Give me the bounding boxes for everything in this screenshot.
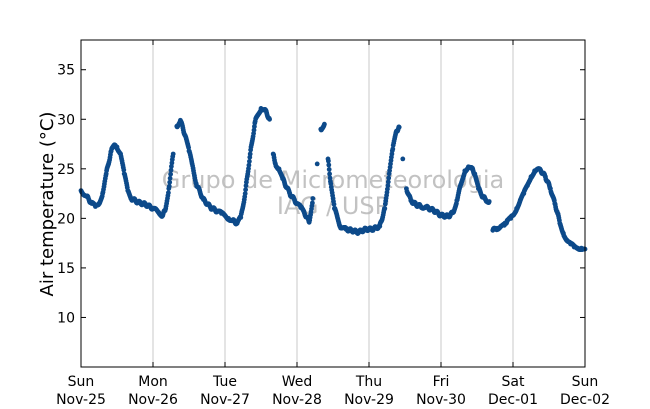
y-tick-label: 15 [57,261,75,277]
data-point [247,151,253,157]
x-tick-label-date: Nov-27 [200,392,250,408]
data-point [382,206,388,211]
data-point [314,161,320,167]
x-tick-label-day: Wed [282,374,313,390]
x-tick-label-day: Mon [138,374,168,390]
x-tick-label-date: Nov-26 [128,392,178,408]
data-point [396,124,402,130]
y-axis-label: Air temperature (°C) [37,112,58,297]
data-point [326,162,332,168]
data-point [400,156,406,162]
data-point [486,199,492,204]
plot-frame [80,39,586,368]
data-point [238,215,244,220]
data-point [252,124,257,129]
data-point [385,186,390,192]
x-tick-label-day: Sun [68,374,95,390]
y-tick-label: 20 [57,211,75,227]
data-point [326,158,331,164]
x-tick-label-day: Tue [212,374,237,390]
data-point [168,167,174,173]
data-point [310,200,315,206]
x-tick-label-day: Sun [572,374,599,390]
data-point [385,179,391,185]
data-point [310,196,316,201]
x-tick-label-date: Dec-01 [488,392,538,408]
x-axis: Sun Nov-25 Mon Nov-26 Tue Nov-27 Wed Nov-28 Thu N… [56,40,610,408]
data-point [242,191,248,197]
data-point [246,162,252,168]
x-tick-label-date: Dec-02 [560,392,610,408]
data-point [166,183,172,189]
data-point [168,171,174,177]
data-point [167,175,173,181]
x-tick-label-date: Nov-25 [56,392,106,408]
data-point [267,116,272,122]
x-tick-label-date: Nov-29 [344,392,394,408]
data-point [167,179,173,185]
x-tick-label-date: Nov-28 [272,392,322,408]
data-point [390,146,396,152]
data-point [386,175,392,181]
y-tick-label: 25 [57,162,75,178]
y-tick-label: 35 [57,63,75,79]
data-point [331,201,337,207]
data-point [169,164,174,169]
data-point [322,121,327,127]
data-point [385,183,391,189]
data-point [166,190,171,196]
x-tick-label-day: Thu [355,374,382,390]
data-point [327,175,333,181]
x-tick-label-day: Sat [502,374,525,390]
data-points [78,106,588,253]
data-point [170,151,176,157]
x-tick-label-day: Fri [433,374,450,390]
data-point [243,183,249,189]
data-point [247,159,252,164]
x-tick-label-date: Nov-30 [416,392,466,408]
y-tick-label: 30 [57,112,75,128]
y-axis: 10 15 20 25 30 35 [57,63,585,326]
y-tick-label: 10 [57,310,75,326]
data-point [251,127,257,133]
data-point [243,187,249,193]
data-point [327,171,332,177]
data-point [326,167,332,172]
data-point [121,167,127,173]
